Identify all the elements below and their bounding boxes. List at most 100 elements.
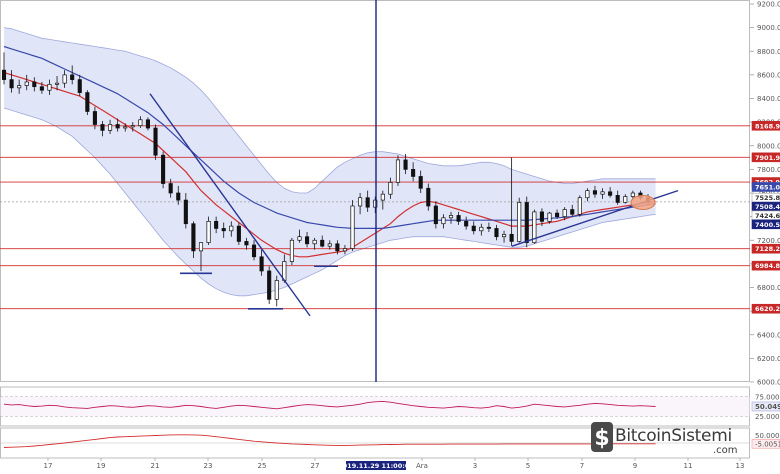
candle-body	[320, 239, 325, 247]
candle-body	[32, 81, 37, 88]
candle	[9, 70, 14, 93]
fast-moving-average	[3, 71, 656, 258]
candle	[456, 211, 461, 225]
price-tag-box	[751, 120, 780, 131]
candle-body	[305, 236, 310, 245]
time-axis: 17 19 21 23 25 27 2019.11.29 11:00:00 Ara 3 5 7 9 11…	[44, 458, 744, 470]
candle	[108, 119, 113, 134]
candle	[592, 185, 598, 198]
candle	[373, 196, 378, 214]
candle-body	[297, 236, 302, 241]
candle	[358, 193, 363, 215]
candle-body	[532, 211, 537, 243]
candle	[411, 162, 416, 182]
candle-body	[138, 119, 143, 127]
candle-body	[236, 225, 241, 242]
candle-body	[380, 193, 385, 201]
candle-body	[100, 124, 105, 131]
candle-body	[433, 205, 438, 225]
candle	[570, 204, 575, 217]
candle-body	[539, 211, 544, 222]
candle-body	[267, 270, 272, 300]
candle-body	[547, 212, 552, 222]
candle	[365, 190, 370, 212]
candle-body	[9, 79, 14, 89]
brand-suffix: .com	[713, 445, 738, 456]
candle	[486, 222, 491, 232]
price-tick-label: 7800.00	[757, 166, 780, 174]
brand-watermark: $ BitcoinSistemi .com	[585, 420, 775, 460]
candle	[289, 237, 294, 266]
candle	[138, 116, 143, 129]
candle	[214, 216, 219, 234]
candle	[267, 266, 272, 305]
time-tick-label: 3	[473, 462, 477, 470]
candle-body	[62, 74, 67, 84]
candle-body	[161, 154, 166, 184]
candle-body	[274, 280, 279, 300]
candle-body	[365, 197, 370, 208]
candle-body	[77, 79, 82, 93]
candle	[115, 118, 120, 132]
candle-body	[471, 225, 476, 232]
candle-body	[585, 190, 590, 199]
candle-body	[24, 81, 29, 86]
candle-body	[39, 86, 44, 91]
candle-body	[358, 197, 363, 207]
candle	[509, 157, 514, 247]
candle	[244, 237, 249, 250]
highlight-ellipse	[630, 194, 656, 210]
price-tag: 8168.96	[751, 120, 780, 131]
candle-body	[108, 124, 113, 131]
candle-body	[570, 209, 575, 215]
candle-body	[244, 241, 249, 246]
oscillator-tick-label: 25.0000	[755, 413, 780, 421]
candle	[600, 188, 605, 199]
price-tag-label: 7508.40	[755, 203, 780, 211]
candle-body	[608, 191, 613, 196]
candle-body	[395, 159, 401, 183]
candle	[585, 188, 590, 202]
candle-body	[600, 191, 605, 195]
candle-body	[92, 111, 97, 125]
candle	[539, 208, 544, 227]
candle-body	[577, 197, 582, 215]
candle-body	[123, 126, 128, 129]
time-tick-label: 7	[580, 462, 584, 470]
time-tick-label: 21	[151, 462, 160, 470]
candle-body	[464, 221, 469, 227]
price-tag-label: 7424.65	[755, 212, 780, 220]
price-tag-label: 7651.09	[755, 183, 780, 191]
price-tag: 7400.52	[751, 219, 780, 230]
candle-body	[592, 190, 598, 195]
oscillator-zone	[0, 396, 750, 417]
candle	[464, 216, 469, 230]
candle-body	[130, 125, 135, 128]
candle-body	[524, 202, 529, 243]
bitcoin-logo-icon: $	[591, 422, 613, 452]
candle	[501, 230, 507, 243]
candle	[426, 183, 431, 211]
candle	[206, 216, 211, 245]
second-oscillator-current-box	[751, 438, 780, 449]
candle	[305, 231, 310, 248]
candle-body	[115, 124, 120, 129]
candle	[100, 120, 105, 137]
oscillator-panel: 75.0000 50.0497 25.0000	[0, 386, 780, 427]
time-tick-label: Ara	[416, 462, 428, 470]
candle	[555, 209, 560, 219]
price-tick-label: 8400.00	[757, 95, 780, 103]
candle	[312, 237, 317, 250]
price-tag-label: 8168.96	[755, 122, 780, 130]
candle	[479, 223, 484, 236]
candle	[168, 178, 173, 198]
candle-body	[342, 248, 347, 252]
candle-body	[335, 243, 340, 252]
candle	[183, 193, 188, 229]
candle	[517, 197, 522, 243]
price-tick-label: 6200.00	[757, 355, 780, 363]
candle-body	[486, 226, 491, 229]
candle-body	[221, 228, 226, 232]
candle-body	[145, 119, 151, 129]
